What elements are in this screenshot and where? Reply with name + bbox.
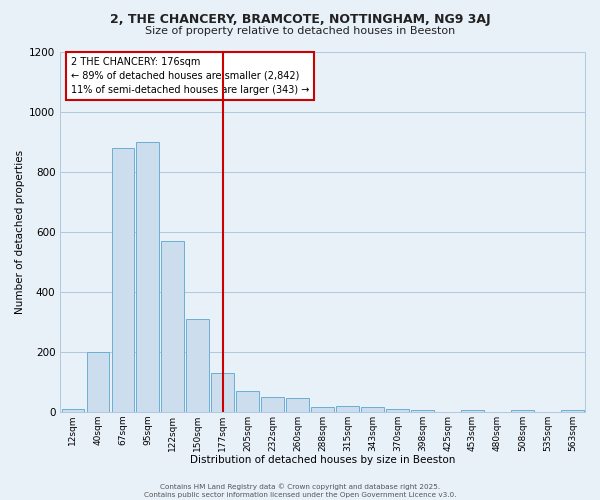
- Bar: [262, 396, 284, 411]
- Bar: [161, 240, 184, 412]
- Y-axis label: Number of detached properties: Number of detached properties: [15, 150, 25, 314]
- Bar: [311, 407, 334, 412]
- Bar: [561, 410, 584, 412]
- Bar: [361, 407, 384, 412]
- Text: Size of property relative to detached houses in Beeston: Size of property relative to detached ho…: [145, 26, 455, 36]
- Bar: [211, 372, 234, 412]
- Bar: [461, 410, 484, 412]
- Bar: [412, 410, 434, 412]
- X-axis label: Distribution of detached houses by size in Beeston: Distribution of detached houses by size …: [190, 455, 455, 465]
- Bar: [62, 408, 84, 412]
- Bar: [386, 408, 409, 412]
- Bar: [286, 398, 309, 411]
- Text: Contains HM Land Registry data © Crown copyright and database right 2025.
Contai: Contains HM Land Registry data © Crown c…: [144, 484, 456, 498]
- Bar: [337, 406, 359, 411]
- Bar: [187, 318, 209, 412]
- Bar: [112, 148, 134, 412]
- Text: 2, THE CHANCERY, BRAMCOTE, NOTTINGHAM, NG9 3AJ: 2, THE CHANCERY, BRAMCOTE, NOTTINGHAM, N…: [110, 12, 490, 26]
- Text: 2 THE CHANCERY: 176sqm
← 89% of detached houses are smaller (2,842)
11% of semi-: 2 THE CHANCERY: 176sqm ← 89% of detached…: [71, 57, 309, 95]
- Bar: [136, 142, 159, 412]
- Bar: [511, 410, 534, 412]
- Bar: [86, 352, 109, 412]
- Bar: [236, 390, 259, 411]
